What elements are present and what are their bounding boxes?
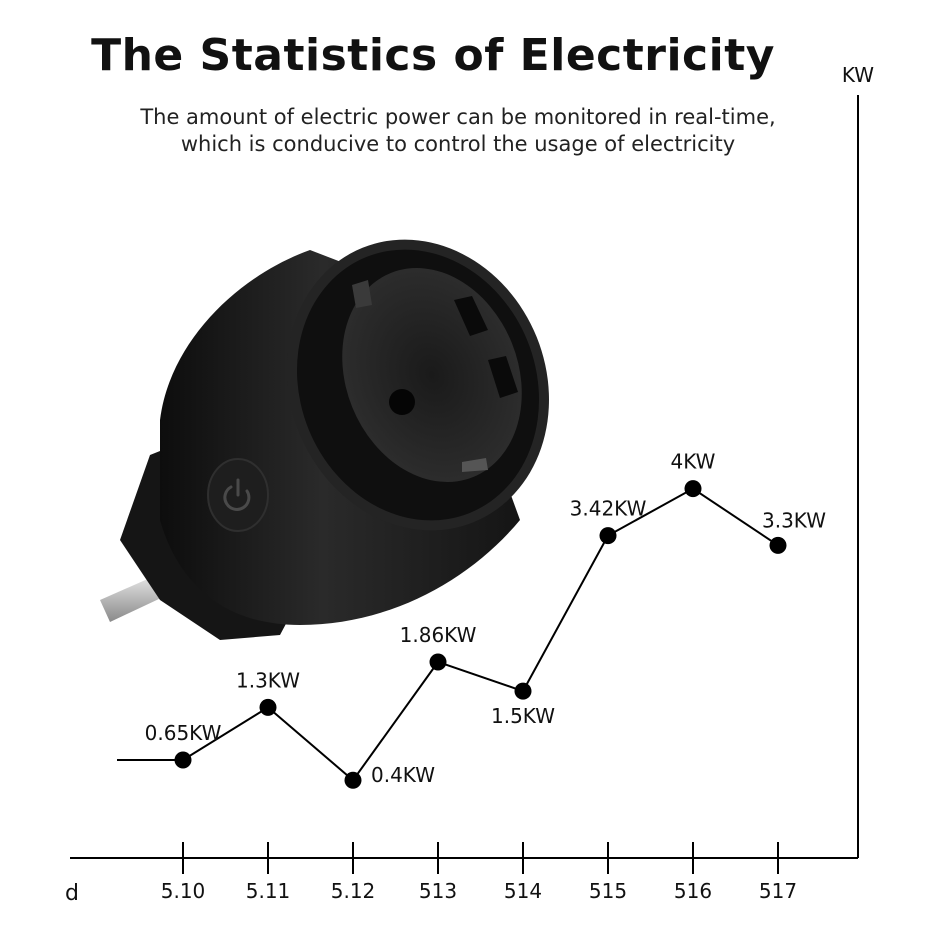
data-point (174, 751, 192, 769)
page-subtitle: The amount of electric power can be moni… (0, 104, 916, 158)
subtitle-line-2: which is conducive to control the usage … (180, 132, 736, 156)
data-point (344, 771, 362, 789)
data-label: 0.65KW (145, 721, 222, 745)
socket-slot-1 (454, 296, 488, 336)
x-tick-label: 513 (419, 879, 457, 903)
x-axis-label: d (65, 881, 79, 906)
socket-hole (389, 389, 415, 415)
data-point (684, 480, 702, 498)
x-tick-label: 514 (504, 879, 542, 903)
data-label: 1.5KW (491, 704, 555, 728)
data-label: 1.3KW (236, 668, 300, 692)
data-point (259, 698, 277, 716)
x-tick-label: 515 (589, 879, 627, 903)
data-point (599, 527, 617, 545)
data-label: 3.3KW (762, 508, 826, 532)
data-label: 0.4KW (371, 763, 435, 787)
data-label: 3.42KW (570, 497, 647, 521)
x-tick-label: 516 (674, 879, 712, 903)
subtitle-line-1: The amount of electric power can be moni… (140, 105, 776, 129)
power-icon (223, 478, 251, 511)
x-tick-label: 517 (759, 879, 797, 903)
data-point (514, 682, 532, 700)
earth-clip-top (352, 280, 372, 308)
data-point (769, 536, 787, 554)
data-label: 4KW (671, 450, 716, 474)
earth-clip-bottom (462, 458, 488, 472)
page-title: The Statistics of Electricity (91, 30, 775, 81)
x-tick-label: 5.10 (161, 879, 206, 903)
socket-slot-2 (488, 356, 518, 398)
data-point (429, 653, 447, 671)
x-tick-label: 5.11 (246, 879, 291, 903)
x-tick-label: 5.12 (331, 879, 376, 903)
data-label: 1.86KW (400, 623, 477, 647)
y-axis-label: KW (842, 63, 874, 87)
